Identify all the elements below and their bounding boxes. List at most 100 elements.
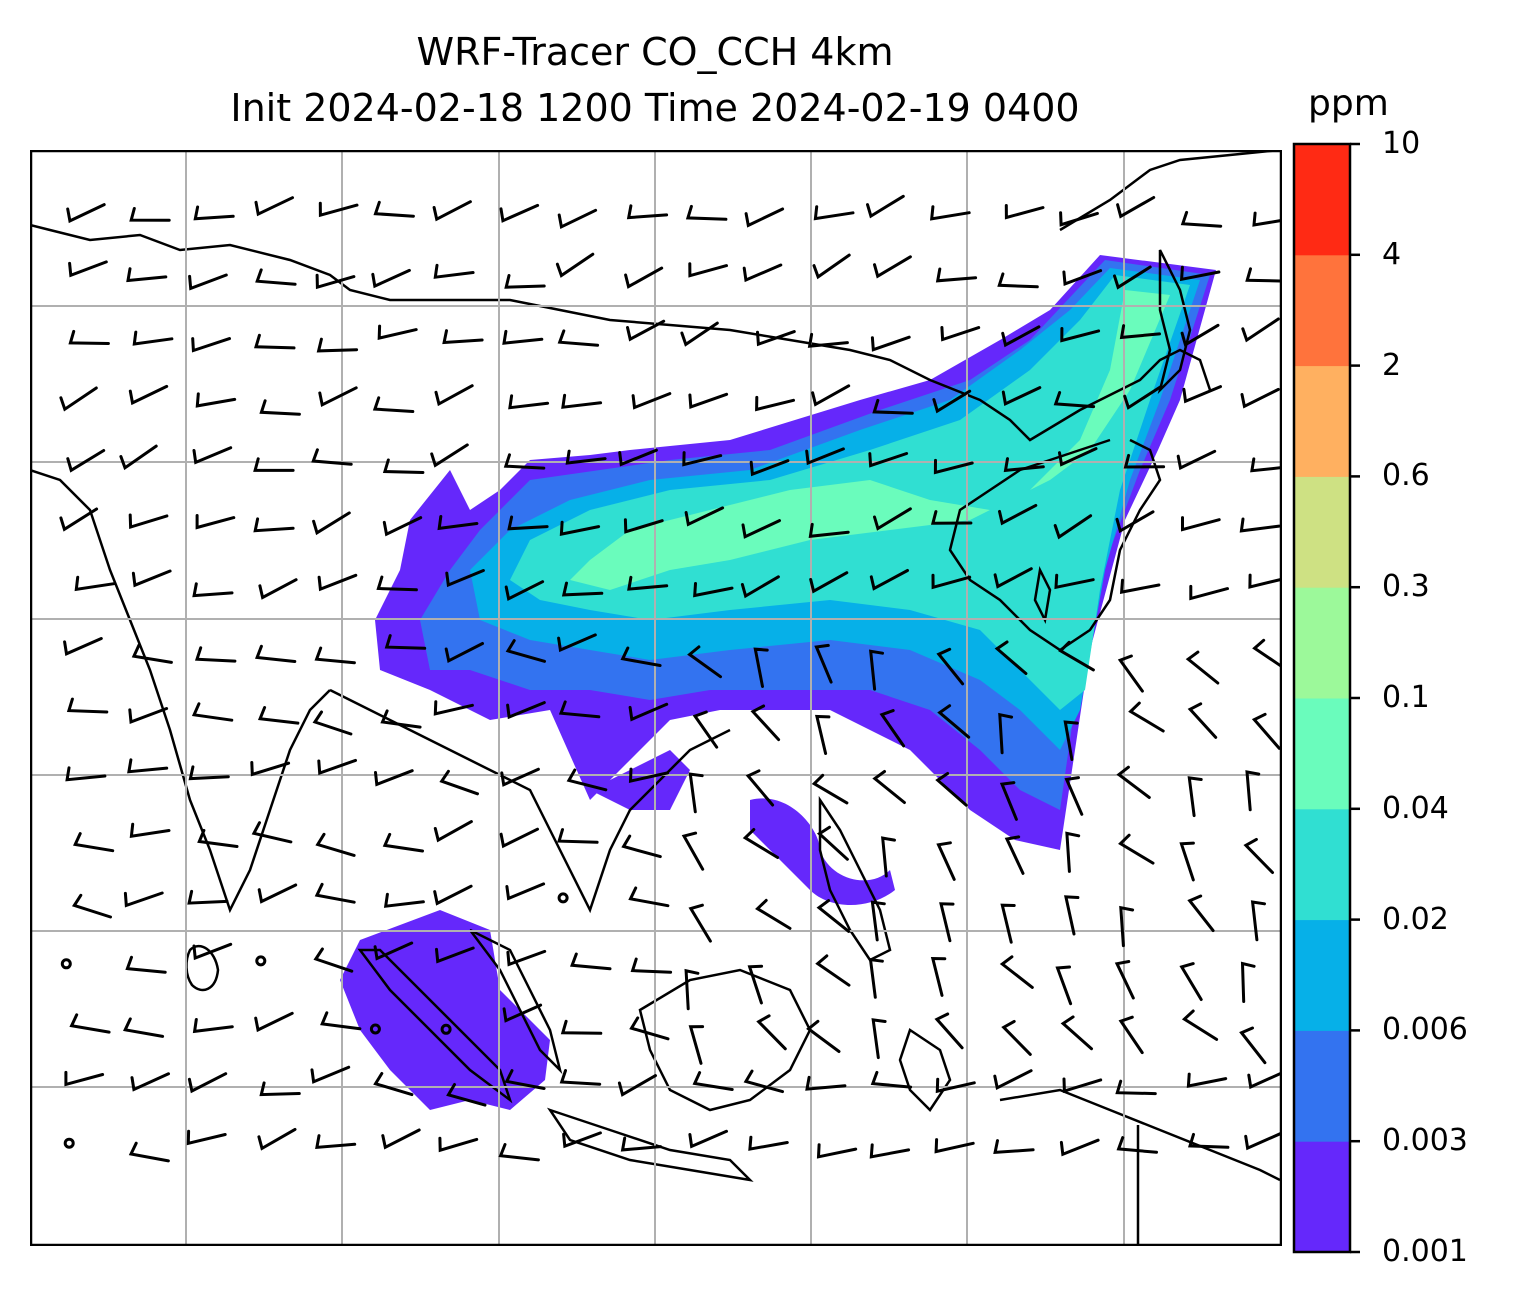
wind-barb	[131, 569, 172, 588]
wind-barb	[998, 503, 1038, 526]
wind-barb	[128, 707, 169, 724]
wind-barb	[869, 649, 884, 691]
wind-barb	[816, 899, 851, 933]
wind-barb	[1116, 765, 1151, 799]
colorbar-segment	[1294, 587, 1350, 699]
colorbar-segment	[1294, 1030, 1350, 1142]
wind-barb	[377, 324, 418, 340]
wind-barb	[812, 253, 851, 280]
wind-barb	[68, 329, 110, 345]
wind-barb	[66, 449, 106, 473]
wind-barb	[1187, 894, 1215, 933]
wind-barb	[630, 957, 673, 974]
wind-barb	[932, 389, 972, 414]
wind-barb	[560, 1019, 603, 1035]
wind-barb	[805, 447, 845, 466]
wind-barb	[692, 1071, 734, 1091]
wind-barb	[1176, 449, 1217, 471]
wind-barb	[557, 329, 600, 347]
wind-barb	[508, 394, 550, 410]
wind-barb	[68, 260, 108, 278]
wind-barb	[197, 828, 239, 848]
wind-barb	[866, 194, 905, 219]
wind-barb	[1187, 1132, 1230, 1149]
wind-barb	[1001, 325, 1041, 348]
wind-barb	[130, 1072, 170, 1092]
wind-barb	[931, 573, 972, 590]
coastline-philippines	[818, 795, 892, 962]
wind-barb	[1239, 1026, 1267, 1065]
wind-barb	[1113, 265, 1152, 290]
wind-barb	[559, 1069, 602, 1086]
wind-barb	[499, 203, 540, 223]
wind-barb	[930, 510, 973, 525]
wind-barb	[687, 645, 722, 679]
wind-barb	[499, 827, 539, 849]
wind-barb	[316, 337, 359, 353]
wind-barb	[816, 825, 849, 861]
wind-barb	[1115, 1079, 1157, 1096]
wind-barb	[380, 709, 422, 729]
colorbar-tick-label: 0.003	[1382, 1123, 1468, 1159]
calm-wind-marker	[255, 955, 267, 967]
wind-barb	[433, 820, 473, 843]
wind-barb	[618, 448, 658, 467]
wind-barb	[59, 386, 98, 412]
wind-barb	[1187, 776, 1203, 818]
wind-barb	[382, 458, 425, 474]
wind-barb	[1114, 960, 1135, 1000]
wind-barb	[498, 1143, 540, 1162]
colorbar-tick-label: 4	[1382, 236, 1402, 272]
wind-barb	[1179, 265, 1221, 282]
wind-barb	[814, 714, 831, 755]
wind-barb	[1185, 650, 1220, 685]
wind-barb	[684, 968, 700, 1011]
colorbar-segment	[1294, 698, 1350, 810]
wind-barb	[559, 520, 601, 536]
wind-barb	[624, 266, 664, 289]
wind-barb	[195, 514, 236, 530]
wind-barb	[565, 449, 607, 465]
wind-barb	[879, 709, 906, 748]
wind-barb	[374, 769, 414, 787]
wind-barb	[187, 1072, 228, 1094]
wind-barb	[1250, 457, 1280, 473]
calm-wind-marker	[60, 958, 72, 970]
calm-wind-marker	[63, 1137, 75, 1149]
wind-barb	[566, 768, 608, 792]
wind-barb	[620, 1136, 662, 1152]
wind-barb	[119, 444, 158, 471]
colorbar-tick-label: 2	[1382, 347, 1402, 383]
wind-barb	[188, 273, 228, 291]
wind-barb	[132, 330, 174, 346]
wind-barb	[194, 646, 237, 663]
wind-barb	[743, 1069, 784, 1094]
wind-barb	[1004, 204, 1045, 220]
wind-barb	[688, 1129, 728, 1149]
wind-barb	[373, 200, 415, 218]
wind-barb	[506, 701, 546, 720]
wind-barb	[681, 831, 705, 871]
wind-barb	[1060, 1015, 1093, 1051]
wind-barb	[621, 834, 662, 859]
colorbar-tick-label: 0.1	[1382, 680, 1430, 715]
wind-barb	[1058, 447, 1098, 467]
wind-barb	[1059, 1138, 1100, 1157]
wind-barb	[192, 582, 234, 598]
colorbar-tick-label: 0.04	[1382, 790, 1449, 826]
wind-barb	[871, 1018, 887, 1060]
wind-barb	[999, 955, 1034, 989]
wind-barb	[930, 205, 971, 221]
coastline-newguinea	[999, 1088, 1280, 1182]
wind-barb	[505, 639, 546, 663]
wind-barb	[310, 1065, 351, 1084]
wind-barb	[626, 319, 666, 342]
wind-barb	[1064, 895, 1080, 936]
colorbar-tick-label: 0.02	[1382, 901, 1449, 937]
wind-barb	[557, 633, 597, 653]
wind-barb	[314, 646, 356, 665]
wind-barb	[253, 517, 295, 533]
wind-barb	[311, 448, 353, 466]
wind-barb	[1251, 712, 1280, 750]
wind-barb	[382, 516, 423, 537]
